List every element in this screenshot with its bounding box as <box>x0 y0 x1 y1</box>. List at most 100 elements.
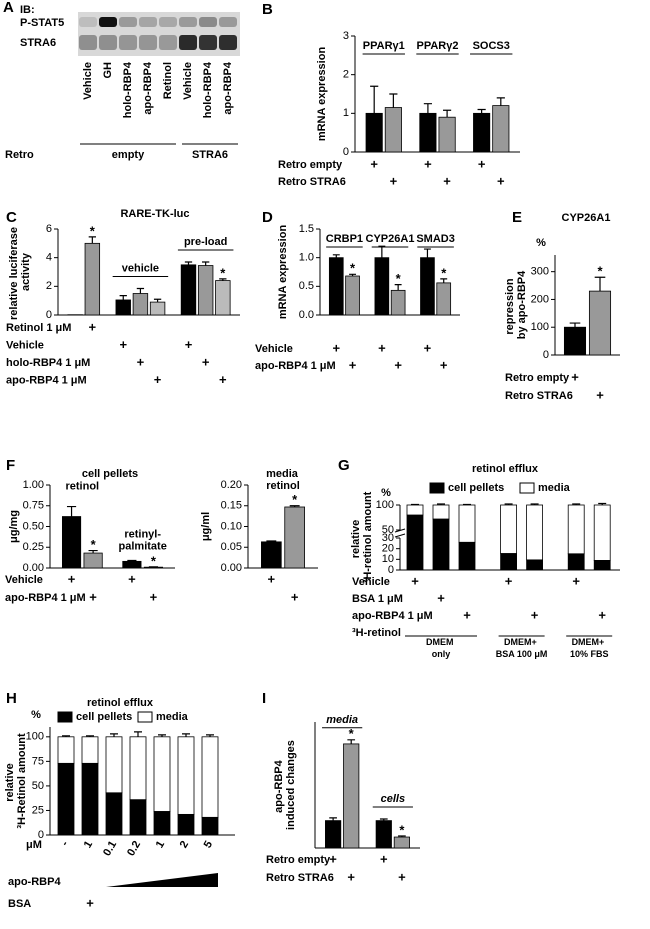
panel-letter: G <box>338 457 350 474</box>
error-bar <box>594 276 606 292</box>
y-tick-label: 4 <box>46 252 52 264</box>
significance-mark: * <box>399 822 405 837</box>
y-axis-label: relative luciferase activity <box>8 224 32 320</box>
condition-mark: + <box>89 589 97 604</box>
y-tick-label: 100 <box>26 731 44 743</box>
bar-segment <box>105 736 123 794</box>
y-tick-label: 1.5 <box>299 223 314 235</box>
error-bar <box>86 735 94 737</box>
error-bar <box>153 298 162 303</box>
condition-label: apo-RBP4 1 μM <box>5 592 86 604</box>
bar <box>328 257 344 316</box>
y-tick-label: 0 <box>388 564 394 576</box>
error-bar <box>136 287 145 294</box>
y-unit: % <box>536 237 546 249</box>
lane-label: apo-RBP4 <box>222 61 234 114</box>
group-label: retinol <box>266 480 300 492</box>
condition-label: holo-RBP4 1 μM <box>6 357 90 369</box>
condition-mark: + <box>596 387 604 402</box>
bar-segment <box>201 816 219 836</box>
condition-mark: + <box>378 340 386 355</box>
error-bar <box>504 503 513 505</box>
error-bar <box>572 503 581 505</box>
group-label: media <box>326 714 358 726</box>
condition-label: Vehicle <box>5 574 43 586</box>
condition-label: BSA 1 μM <box>352 593 403 605</box>
bar <box>132 293 149 316</box>
y-axis-label: mRNA expression <box>277 225 289 320</box>
blot-band <box>159 17 177 27</box>
condition-label: Retro STRA6 <box>505 390 573 402</box>
group-label: SMAD3 <box>416 233 455 245</box>
error-bar <box>463 503 471 506</box>
condition-mark: + <box>219 372 227 387</box>
error-bar <box>569 322 581 328</box>
significance-mark: * <box>597 264 603 279</box>
bar <box>393 836 410 849</box>
group-label: PPARγ2 <box>417 40 459 52</box>
condition-label: Retro STRA6 <box>266 872 334 884</box>
condition-label: Vehicle <box>352 576 390 588</box>
condition-mark: + <box>394 357 402 372</box>
y-axis-label: μg/mg <box>8 510 20 543</box>
y-tick-label: 0.00 <box>221 562 242 574</box>
panel-letter: I <box>262 690 266 707</box>
blot-band <box>199 35 217 50</box>
blot-group-label: empty <box>112 149 145 161</box>
condition-mark: + <box>398 869 406 884</box>
legend-swatch <box>519 482 535 494</box>
bar-segment <box>81 762 99 836</box>
bar-segment <box>526 559 543 571</box>
error-bar <box>598 502 607 505</box>
condition-mark: + <box>185 337 193 352</box>
condition-mark: + <box>370 156 378 171</box>
y-tick-label: 3 <box>343 30 349 42</box>
x-tick-label: - <box>59 839 71 848</box>
bar <box>374 257 390 316</box>
error-bar <box>127 559 137 562</box>
error-bar <box>423 103 432 114</box>
y-axis-label: relative ³H-Retinol amount <box>4 733 28 829</box>
bar-segment <box>129 736 147 801</box>
y-tick-label: 1.0 <box>299 252 314 264</box>
chart-title: RARE-TK-luc <box>120 208 189 220</box>
bar <box>588 290 612 356</box>
y-axis-label: μg/ml <box>200 512 212 541</box>
bar-segment <box>177 813 195 836</box>
blot-row-label: P-STAT5 <box>20 17 64 29</box>
condition-mark: + <box>380 851 388 866</box>
condition-mark: + <box>505 573 513 588</box>
error-bar <box>443 109 452 118</box>
y-tick-label: 0 <box>343 146 349 158</box>
error-bar <box>88 549 98 554</box>
error-bar <box>379 818 388 821</box>
bar-segment <box>406 514 424 571</box>
condition-mark: + <box>128 571 136 586</box>
bar-segment <box>105 792 123 836</box>
y-tick-label: 1.00 <box>23 479 44 491</box>
condition-mark: + <box>463 607 471 622</box>
condition-mark: + <box>119 337 127 352</box>
x-tick-label: 0.1 <box>101 839 119 858</box>
bar-segment <box>57 762 75 836</box>
y-tick-label: 0 <box>543 349 549 361</box>
chart-title: media <box>266 468 299 480</box>
significance-mark: * <box>396 271 402 286</box>
condition-label: BSA <box>8 898 31 910</box>
lane-label: Retinol <box>162 62 174 99</box>
error-bar <box>530 503 539 505</box>
bar <box>438 116 456 153</box>
lane-label: Vehicle <box>82 62 94 100</box>
blot-band <box>119 17 137 27</box>
significance-mark: * <box>220 265 226 280</box>
bar-segment <box>458 504 476 543</box>
group-label: CRBP1 <box>326 233 363 245</box>
y-tick-label: 0 <box>38 829 44 841</box>
blot-label: IB: <box>20 4 35 16</box>
x-unit: μM <box>26 839 42 851</box>
condition-label: Vehicle <box>6 339 44 351</box>
y-tick-label: 100 <box>531 321 549 333</box>
error-bar <box>394 284 402 291</box>
bar-segment <box>500 553 518 571</box>
y-tick-label: 1 <box>343 107 349 119</box>
